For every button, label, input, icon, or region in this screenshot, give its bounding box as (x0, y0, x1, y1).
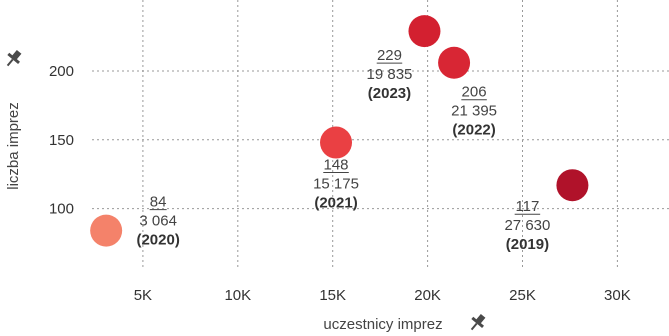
grid (92, 0, 669, 268)
data-point[interactable] (556, 169, 589, 202)
tick-labels: 5K 10K 15K 20K 25K 30K 100 150 200 (49, 63, 631, 304)
count-label: 229 (377, 47, 402, 64)
data-label-group: 206 21 395 (2022) (451, 84, 497, 139)
x-tick-label: 30K (604, 287, 631, 304)
value-label: 21 395 (451, 103, 497, 120)
x-axis-title: uczestnicy imprez (323, 316, 442, 333)
year-label: (2019) (506, 236, 549, 253)
x-tick-label: 25K (509, 287, 536, 304)
data-points (90, 15, 589, 247)
data-point[interactable] (90, 214, 123, 247)
count-label: 206 (462, 84, 487, 101)
count-label: 117 (515, 198, 539, 215)
data-point[interactable] (438, 46, 471, 79)
data-labels: 84 3 064 (2020) 148 15 175 (2021) 229 19 835 (20… (136, 47, 550, 253)
x-axis-pin-icon[interactable] (466, 311, 488, 334)
value-label: 15 175 (313, 176, 359, 193)
x-tick-label: 5K (134, 287, 152, 304)
count-label: 148 (324, 157, 349, 174)
year-label: (2023) (368, 85, 411, 102)
x-tick-label: 20K (414, 287, 441, 304)
year-label: (2020) (136, 232, 179, 249)
year-label: (2021) (314, 195, 357, 212)
data-label-group: 148 15 175 (2021) (313, 157, 359, 212)
data-point[interactable] (320, 126, 353, 159)
value-label: 3 064 (139, 213, 177, 230)
y-axis-pin-icon[interactable] (2, 47, 24, 70)
y-tick-label: 100 (49, 201, 74, 218)
data-point[interactable] (408, 15, 441, 48)
y-axis-title: liczba imprez (5, 102, 22, 190)
value-label: 27 630 (504, 217, 550, 234)
y-tick-label: 150 (49, 132, 74, 149)
y-tick-label: 200 (49, 63, 74, 80)
x-tick-label: 15K (319, 287, 346, 304)
count-label: 84 (150, 194, 167, 211)
data-label-group: 84 3 064 (2020) (136, 194, 179, 249)
data-label-group: 229 19 835 (2023) (367, 47, 413, 102)
data-label-group: 117 27 630 (2019) (504, 198, 550, 253)
value-label: 19 835 (367, 66, 413, 83)
year-label: (2022) (452, 122, 495, 139)
x-tick-label: 10K (224, 287, 251, 304)
